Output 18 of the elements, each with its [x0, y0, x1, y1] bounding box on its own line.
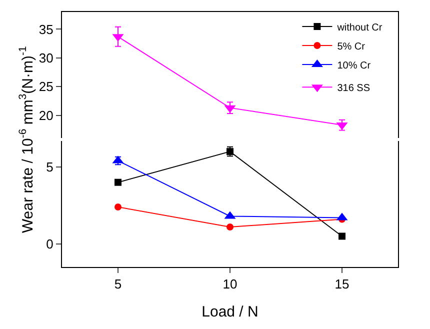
point: [338, 232, 346, 240]
x-axis-title: Load / N: [202, 304, 258, 321]
y-tick-label: 0: [46, 236, 54, 252]
x-tick-label: 15: [334, 276, 350, 292]
legend-label: 10% Cr: [337, 60, 372, 72]
x-tick-label: 5: [114, 276, 122, 292]
legend-label: 316 SS: [337, 82, 370, 94]
y-tick-label: 5: [46, 159, 54, 174]
x-tick-label: 10: [222, 276, 238, 292]
y-tick-label: 25: [38, 79, 54, 94]
legend-label: 5% Cr: [337, 41, 366, 52]
point: [114, 203, 122, 210]
legend-label: without Cr: [336, 22, 383, 34]
point: [114, 178, 122, 186]
point: [226, 223, 234, 230]
y-tick-label: 20: [38, 108, 54, 123]
y-tick-label: 30: [38, 50, 54, 66]
y-tick-label: 35: [38, 22, 54, 37]
